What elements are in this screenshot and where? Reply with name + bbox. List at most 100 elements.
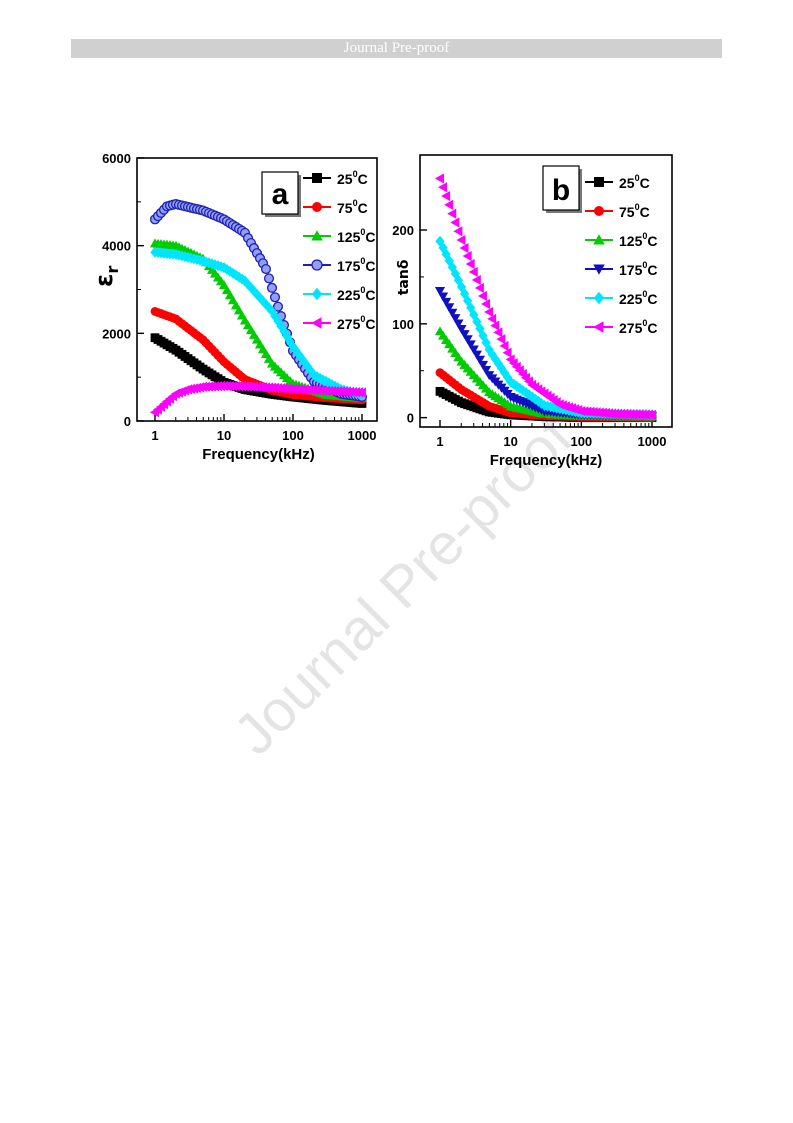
legend-degree-sign: 0 <box>360 256 365 266</box>
data-point <box>456 324 467 334</box>
panel-label: a <box>272 178 289 211</box>
plot-frame <box>419 154 673 428</box>
legend-unit: C <box>358 200 368 216</box>
y-axis-label: εr <box>90 266 122 287</box>
legend-unit: C <box>647 291 657 307</box>
legend-marker <box>593 264 605 275</box>
data-point <box>468 266 478 278</box>
legend-label: 250C <box>337 169 368 187</box>
plot-area <box>434 173 658 423</box>
legend-degree-sign: 0 <box>642 231 647 241</box>
legend-temp-value: 25 <box>619 175 635 191</box>
data-point <box>450 217 460 228</box>
x-axis-label: Frequency(kHz) <box>490 452 603 469</box>
data-point <box>471 274 481 286</box>
y-tick-label: 4000 <box>102 239 131 254</box>
header-banner: Journal Pre-proof <box>71 39 722 58</box>
legend-degree-sign: 0 <box>642 289 647 299</box>
data-point <box>438 182 448 193</box>
x-tick-label: 1 <box>436 434 443 449</box>
legend-degree-sign: 0 <box>642 318 647 328</box>
data-point <box>462 250 472 262</box>
legend-degree-sign: 0 <box>635 202 640 212</box>
data-point <box>444 199 454 210</box>
legend-entry-275C: 2750C <box>585 318 658 336</box>
legend-unit: C <box>365 287 375 303</box>
data-point <box>356 387 366 398</box>
legend-label: 2750C <box>337 314 376 332</box>
legend-label: 750C <box>619 202 650 220</box>
legend-degree-sign: 0 <box>635 173 640 183</box>
legend-entry-25C: 250C <box>303 169 368 187</box>
data-point <box>459 330 470 340</box>
data-point <box>493 358 503 370</box>
legend-label: 1750C <box>337 256 376 274</box>
data-point <box>502 347 512 358</box>
data-point <box>463 295 473 307</box>
chart-panel-a: 1 10 100 1000 0 2000 4000 6000 Frequency(kHz) εr a… <box>90 151 378 463</box>
data-point <box>456 281 467 293</box>
legend-entry-125C: 1250C <box>303 227 376 245</box>
legend-label: 250C <box>619 173 650 191</box>
series-275C <box>434 173 656 420</box>
legend-label: 2750C <box>619 318 658 336</box>
legend-entry-25C: 250C <box>585 173 650 191</box>
data-point <box>272 301 284 312</box>
legend-label: 2250C <box>337 285 376 303</box>
legend-degree-sign: 0 <box>353 198 358 208</box>
data-point <box>441 297 452 307</box>
data-point <box>459 242 469 254</box>
data-point <box>469 309 479 321</box>
data-point <box>481 298 491 310</box>
legend-unit: C <box>365 316 375 332</box>
legend-unit: C <box>640 175 650 191</box>
data-point <box>487 348 497 360</box>
data-point <box>453 226 463 237</box>
x-tick-label: 10 <box>217 428 231 443</box>
legend-marker <box>312 202 322 212</box>
data-point <box>499 367 510 379</box>
legend-temp-value: 175 <box>619 262 643 278</box>
legend-marker <box>594 177 604 187</box>
data-point <box>450 268 460 280</box>
x-tick-label: 1000 <box>348 428 377 443</box>
data-point <box>269 292 281 303</box>
legend-temp-value: 225 <box>337 287 361 303</box>
y-tick-label: 200 <box>392 223 414 238</box>
data-point <box>481 365 492 375</box>
legend-marker <box>312 173 322 183</box>
legend-temp-value: 75 <box>337 200 353 216</box>
data-point <box>434 173 444 184</box>
data-point <box>471 350 482 360</box>
legend-marker <box>311 230 323 241</box>
data-point <box>468 345 479 355</box>
legend-label: 750C <box>337 198 368 216</box>
x-tick-label: 100 <box>282 428 304 443</box>
legend-marker <box>593 321 604 333</box>
legend-temp-value: 275 <box>337 316 361 332</box>
legend-entry-225C: 2250C <box>303 285 376 303</box>
data-point <box>487 313 497 324</box>
y-axis-label: tanδ <box>396 259 412 295</box>
legend-degree-sign: 0 <box>642 260 647 270</box>
legend-label: 1250C <box>337 227 376 245</box>
data-point <box>450 314 461 324</box>
legend-unit: C <box>647 233 657 249</box>
legend-unit: C <box>647 320 657 336</box>
panel-label: b <box>552 174 570 207</box>
legend-label: 1750C <box>619 260 658 278</box>
data-point <box>496 334 506 345</box>
data-point <box>646 409 656 420</box>
legend-degree-sign: 0 <box>360 314 365 324</box>
data-point <box>506 376 516 388</box>
data-point <box>474 355 486 365</box>
data-point <box>475 323 485 335</box>
legend-temp-value: 25 <box>337 171 353 187</box>
legend-entry-225C: 2250C <box>585 289 658 307</box>
y-tick-label: 0 <box>407 411 414 426</box>
data-point <box>493 327 503 338</box>
panel-label-box <box>542 165 580 211</box>
header-banner-text: Journal Pre-proof <box>343 40 450 56</box>
legend-entry-75C: 750C <box>303 198 368 216</box>
